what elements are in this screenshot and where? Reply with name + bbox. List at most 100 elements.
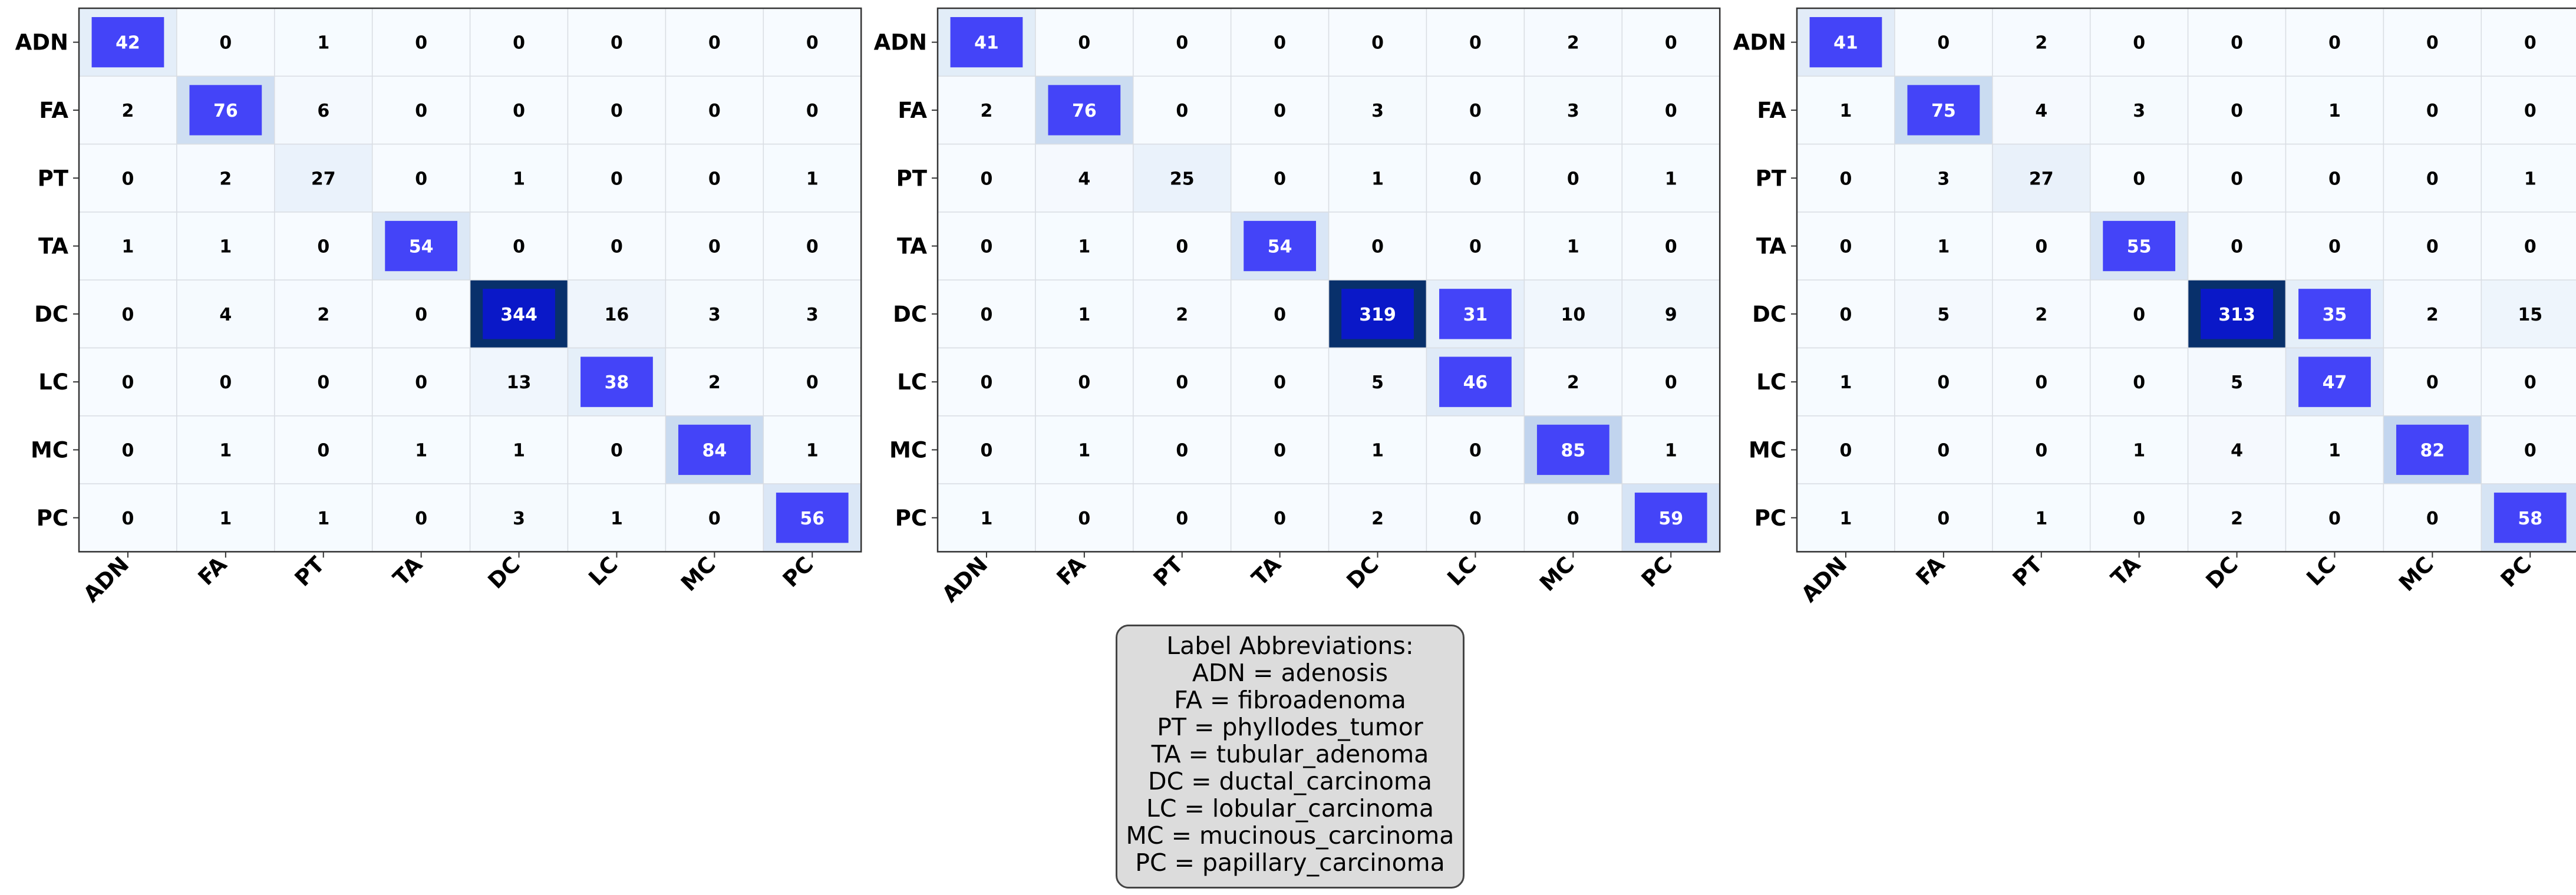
- cell-value-label: 0: [2524, 101, 2537, 121]
- heatmap-cell: [763, 415, 862, 484]
- cell-value-label: 0: [1469, 508, 1482, 529]
- cell-value-label: 2: [317, 305, 329, 325]
- cell-value-label: 0: [2035, 237, 2047, 257]
- cell-value-label: 1: [806, 440, 819, 461]
- heatmap-cell: [1035, 143, 1134, 213]
- heatmap-cell: [2089, 143, 2189, 213]
- cell-value-label: 0: [1840, 305, 1852, 325]
- cell-value-label: 1: [806, 169, 819, 189]
- cell-value-label: 25: [1170, 169, 1195, 189]
- heatmap-cell: [665, 75, 764, 145]
- confusion-matrix-panel-1: 42 0 1 0 0 0 0 02 76 6 0 0 0 0 00 2 27 0 1 0 0 11 1 0 54 0 0 0 00 4 2 0…: [15, 7, 862, 607]
- heatmap-cell: [1426, 415, 1525, 484]
- cell-value-label: 1: [2328, 440, 2341, 461]
- cell-value-label: 1: [1665, 169, 1677, 189]
- cell-value-label: 0: [2426, 33, 2439, 54]
- heatmap-cell-highlight: [91, 16, 164, 68]
- y-tick-label: DC: [893, 302, 927, 327]
- cell-value-label: 0: [513, 33, 525, 54]
- cell-value-label: 1: [219, 237, 232, 257]
- cell-value-label: 0: [1469, 169, 1482, 189]
- y-tick-label: PC: [1754, 506, 1786, 531]
- cell-value-label: 1: [2524, 169, 2537, 189]
- cell-value-label: 1: [1665, 440, 1677, 461]
- cell-value-label: 1: [611, 508, 623, 529]
- cell-value-label: 0: [1937, 440, 1950, 461]
- cell-value-label: 3: [708, 305, 721, 325]
- heatmap-cell: [665, 483, 764, 553]
- heatmap-cell: [2481, 8, 2576, 77]
- heatmap-cell: [1035, 212, 1134, 280]
- heatmap-cell: [1796, 143, 1895, 213]
- heatmap-cell: [176, 347, 275, 417]
- cell-value-label: 4: [1078, 169, 1090, 189]
- cell-value-label: 2: [1176, 305, 1188, 325]
- heatmap-cell: [2481, 347, 2576, 417]
- heatmap-cell: [176, 143, 275, 213]
- heatmap-cell: [937, 212, 1036, 280]
- heatmap-cell-highlight: [2396, 424, 2469, 475]
- heatmap-cell: [371, 483, 471, 553]
- cell-value-label: 0: [1469, 33, 1482, 54]
- cell-value-label: 0: [1937, 508, 1950, 529]
- heatmap-cell: [1894, 415, 1993, 484]
- heatmap-cell: [2285, 212, 2384, 280]
- cell-value-label: 27: [2029, 169, 2054, 189]
- cell-value-label: 0: [1665, 33, 1677, 54]
- cell-value-label: 0: [415, 169, 427, 189]
- heatmap-cell: [2481, 279, 2576, 349]
- x-tick-label: MC: [2394, 551, 2439, 596]
- heatmap-cell-highlight: [1809, 16, 1882, 68]
- cell-value-label: 0: [2426, 237, 2439, 257]
- cell-value-label: 0: [708, 33, 721, 54]
- cell-value-label: 2: [708, 372, 721, 393]
- cell-value-label: 0: [1937, 33, 1950, 54]
- cell-value-label: 0: [1176, 237, 1188, 257]
- cell-value-label: 1: [219, 440, 232, 461]
- cell-value-label: 0: [2133, 33, 2145, 54]
- heatmap-cell: [763, 143, 862, 213]
- heatmap-cell: [1894, 8, 1993, 77]
- cell-value-label: 0: [415, 372, 427, 393]
- y-tick-label: FA: [898, 98, 927, 123]
- heatmap-cell: [1992, 279, 2091, 349]
- x-tick-label: DC: [2201, 551, 2243, 593]
- cell-value-label: 0: [806, 237, 819, 257]
- heatmap-cell: [1328, 347, 1427, 417]
- cell-value-label: 56: [800, 508, 824, 529]
- legend-title: Label Abbreviations:: [1166, 632, 1414, 660]
- heatmap-cell: [1992, 143, 2091, 213]
- cell-value-label: 1: [122, 237, 134, 257]
- heatmap-cell: [78, 75, 177, 145]
- heatmap-cell: [176, 415, 275, 484]
- heatmap-cell: [2187, 483, 2287, 553]
- cell-value-label: 9: [1665, 305, 1677, 325]
- heatmap-cell: [2481, 212, 2576, 280]
- cell-value-label: 59: [1658, 508, 1683, 529]
- heatmap-cell: [1133, 212, 1232, 280]
- heatmap-cell: [763, 279, 862, 349]
- cell-value-label: 0: [2328, 33, 2341, 54]
- cell-value-label: 5: [1371, 372, 1384, 393]
- cell-value-label: 55: [2127, 237, 2152, 257]
- heatmap-cell: [1035, 483, 1134, 553]
- cell-value-label: 0: [1274, 305, 1286, 325]
- cell-value-label: 0: [2328, 508, 2341, 529]
- cell-value-label: 0: [1274, 508, 1286, 529]
- cell-value-label: 0: [1176, 33, 1188, 54]
- cell-value-label: 6: [317, 101, 329, 121]
- cell-value-label: 0: [806, 372, 819, 393]
- cell-value-label: 0: [2035, 440, 2047, 461]
- heatmap-cell: [1328, 75, 1427, 145]
- cell-value-label: 0: [981, 372, 993, 393]
- heatmap-cell: [665, 8, 764, 77]
- cell-value-label: 344: [500, 305, 537, 325]
- heatmap-cell: [78, 143, 177, 213]
- heatmap-cell: [1621, 279, 1720, 349]
- cell-value-label: 1: [513, 169, 525, 189]
- y-tick-label: DC: [34, 302, 68, 327]
- heatmap-cell-highlight: [776, 493, 849, 543]
- y-tick-label: DC: [1752, 302, 1786, 327]
- cell-value-label: 35: [2323, 305, 2347, 325]
